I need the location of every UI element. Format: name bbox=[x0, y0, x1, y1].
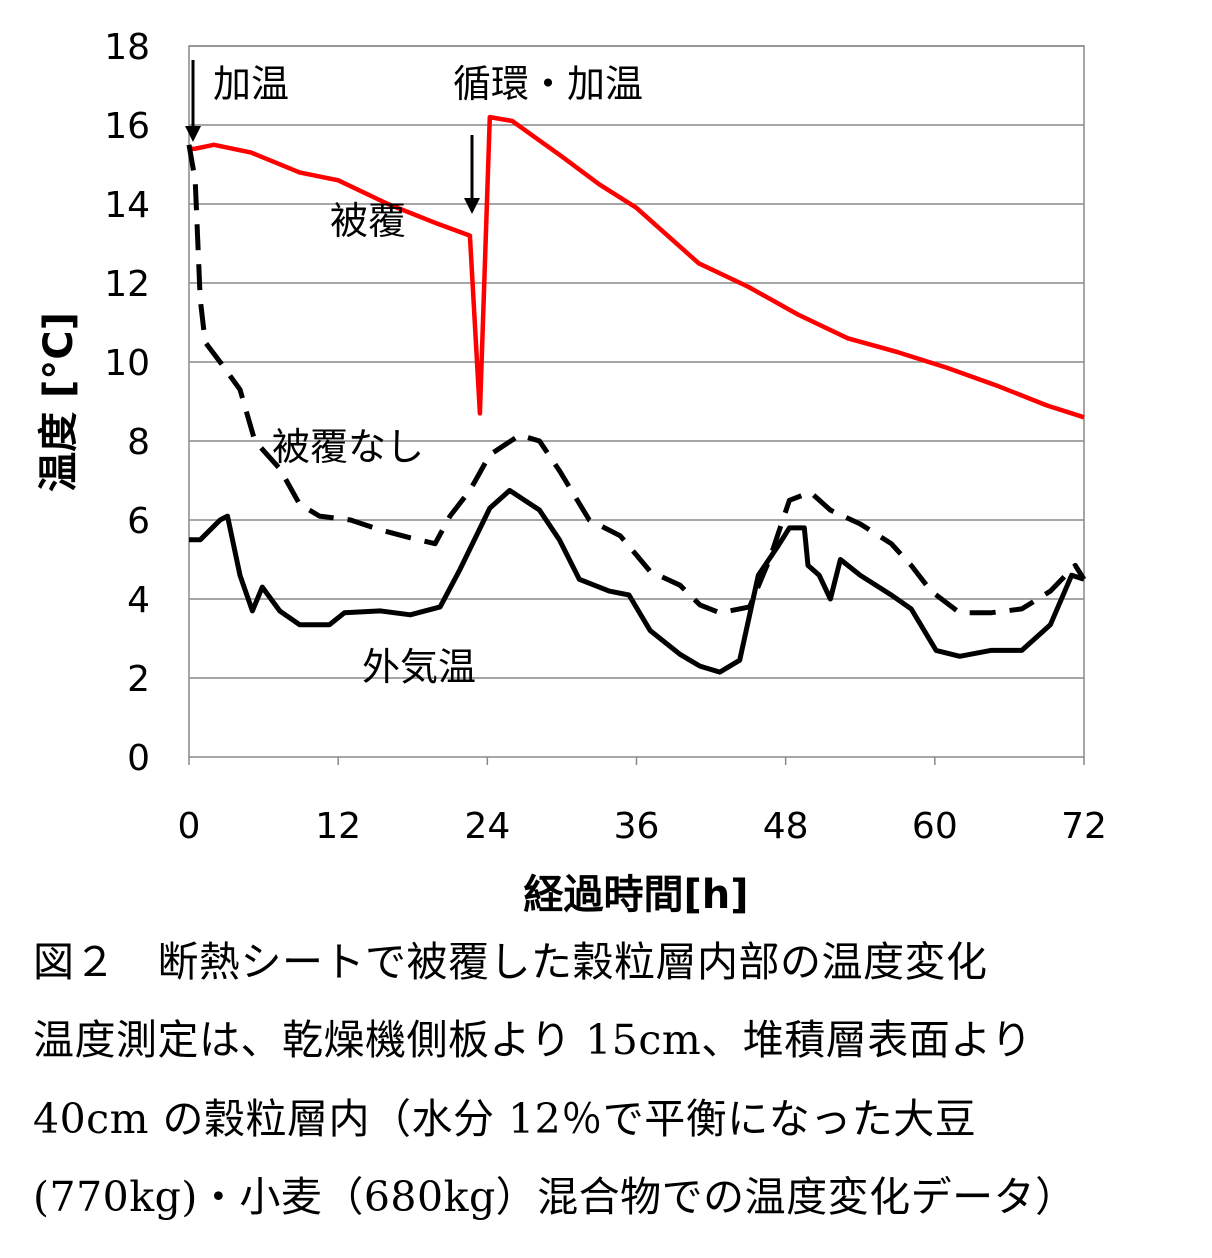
series-line-2 bbox=[186, 144, 1087, 616]
y-tick-label: 14 bbox=[104, 185, 150, 226]
series-line-1 bbox=[189, 114, 1085, 420]
y-tick-label: 16 bbox=[104, 106, 150, 147]
y-tick-label: 6 bbox=[127, 501, 150, 542]
x-tick-label: 36 bbox=[614, 806, 660, 847]
y-tick-label: 2 bbox=[127, 659, 150, 700]
caption-line: (770kg)・小麦（680kg）混合物での温度変化データ） bbox=[33, 1173, 1077, 1221]
series-label-covered: 被覆 bbox=[330, 199, 406, 243]
gridlines bbox=[189, 45, 1084, 679]
y-tick-label: 0 bbox=[127, 738, 150, 779]
x-tick-label: 60 bbox=[912, 806, 958, 847]
y-tick-label: 10 bbox=[104, 343, 150, 384]
y-tick-label: 8 bbox=[127, 422, 150, 463]
series-lines bbox=[186, 114, 1087, 675]
arrow-heating-head bbox=[185, 126, 201, 142]
series-line-3 bbox=[189, 487, 1085, 675]
x-tick-label: 48 bbox=[763, 806, 809, 847]
caption-line: 温度測定は、乾燥機側板より 15cm、堆積層表面より bbox=[33, 1016, 1033, 1064]
x-tick-label: 24 bbox=[464, 806, 510, 847]
x-axis-title: 経過時間[h] bbox=[523, 872, 748, 918]
x-tick-label: 12 bbox=[315, 806, 361, 847]
series-label-uncovered: 被覆なし bbox=[272, 425, 424, 469]
caption-line: 40cm の穀粒層内（水分 12％で平衡になった大豆 bbox=[33, 1095, 977, 1143]
y-tick-label: 12 bbox=[104, 264, 150, 305]
x-tick-label: 0 bbox=[178, 806, 201, 847]
arrow-circulation-heating-head bbox=[464, 198, 480, 214]
y-tick-label: 18 bbox=[104, 27, 150, 68]
y-axis-title: 温度 [°C] bbox=[36, 312, 82, 492]
caption-title: 図２ 断熱シートで被覆した穀粒層内部の温度変化 bbox=[33, 938, 988, 986]
series-label-outside-temp: 外気温 bbox=[362, 645, 476, 689]
annotation-circulation-heating: 循環・加温 bbox=[453, 62, 643, 106]
plot-area-border bbox=[188, 45, 1085, 758]
y-tick-label: 4 bbox=[127, 580, 150, 621]
x-tick-label: 72 bbox=[1061, 806, 1107, 847]
annotation-heating: 加温 bbox=[213, 62, 289, 106]
